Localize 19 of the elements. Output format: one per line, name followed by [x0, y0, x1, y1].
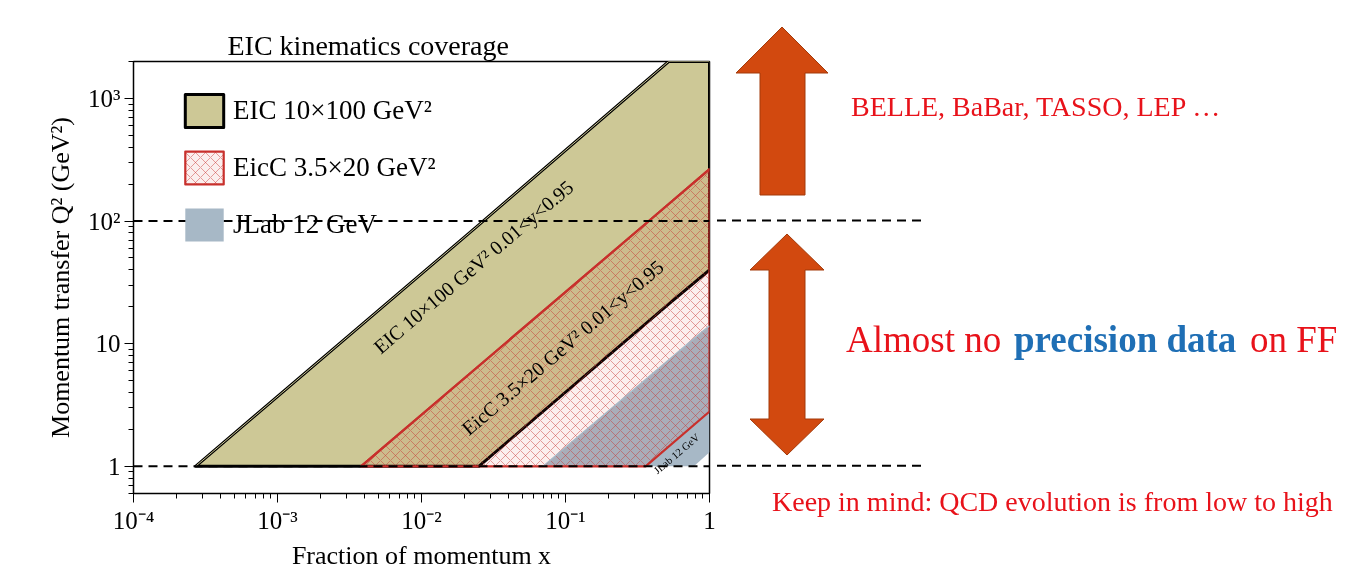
legend-label: EIC 10×100 GeV²	[233, 95, 432, 126]
y-tick-label: 10	[95, 330, 121, 358]
text: Keep in mind: QCD evolution is from low to high	[772, 486, 1333, 517]
x-tick-label: 1	[703, 506, 716, 534]
y-tick-label: 1	[108, 452, 121, 480]
x-tick-label: 10⁻²	[401, 506, 442, 534]
text: precision data	[1014, 319, 1237, 360]
legend-label: EicC 3.5×20 GeV²	[233, 152, 436, 183]
text: BELLE, BaBar, TASSO, LEP …	[851, 91, 1221, 122]
x-tick-label: 10⁻³	[257, 506, 299, 534]
y-tick-label: 10²	[88, 207, 121, 235]
chart-title: EIC kinematics coverage	[227, 29, 509, 61]
x-axis-title: Fraction of momentum x	[291, 540, 552, 570]
x-tick-label: 10⁻⁴	[112, 506, 155, 534]
text: Almost no	[846, 319, 1002, 360]
x-tick-label: 10⁻¹	[545, 506, 586, 534]
y-tick-label: 10³	[88, 84, 121, 112]
text: on FF	[1250, 319, 1338, 360]
y-axis-title: Momentum transfer Q² (GeV²)	[46, 116, 75, 438]
